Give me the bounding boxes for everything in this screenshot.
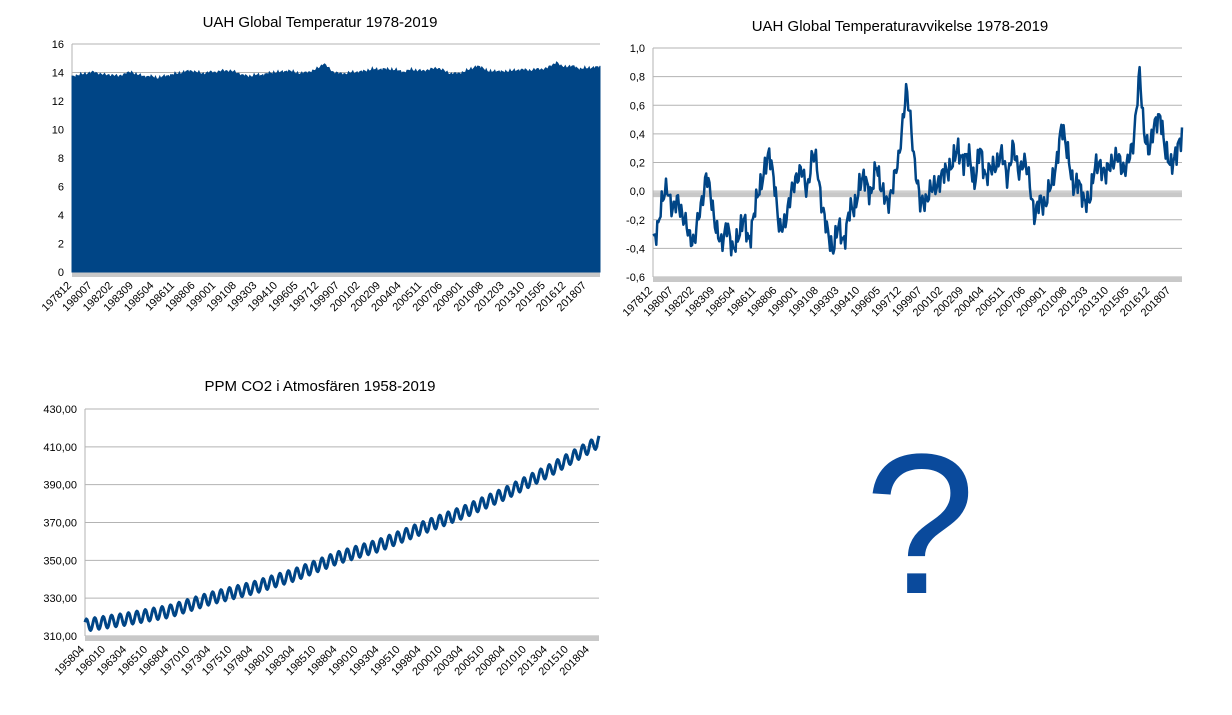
x-axis-band bbox=[72, 272, 600, 277]
y-tick-label: 0,6 bbox=[630, 100, 645, 112]
y-tick-label: 0,8 bbox=[630, 72, 645, 84]
series bbox=[652, 65, 1184, 257]
y-tick-label: 430,00 bbox=[43, 404, 77, 416]
y-tick-label: 6 bbox=[58, 182, 64, 194]
chart-canvas: 0 2 4 6 8 10 12 14 16 197812198007198202198309198… bbox=[40, 39, 601, 314]
y-tick-label: 12 bbox=[52, 96, 64, 108]
x-axis: 1978121980071982021983091985041986111988… bbox=[621, 285, 1174, 320]
y-tick-label: 0,4 bbox=[630, 129, 645, 141]
y-tick-label: 350,00 bbox=[43, 555, 77, 567]
area-series bbox=[71, 61, 601, 273]
y-tick-label: -0,4 bbox=[626, 243, 645, 255]
series bbox=[71, 61, 601, 273]
x-axis: 1958041960101963041965101968041970101973… bbox=[53, 644, 592, 679]
line-series bbox=[83, 435, 601, 632]
y-axis: 0 2 4 6 8 10 12 14 16 bbox=[52, 39, 64, 279]
y-tick-label: 0,0 bbox=[630, 186, 645, 198]
series bbox=[83, 435, 601, 632]
y-tick-label: 390,00 bbox=[43, 480, 77, 492]
y-axis: -0,6 -0,4 -0,2 0,0 0,2 0,4 0,6 0,8 1,0 bbox=[626, 43, 645, 284]
y-tick-label: 0 bbox=[58, 267, 64, 279]
y-tick-label: 4 bbox=[58, 210, 64, 222]
y-tick-label: -0,6 bbox=[626, 272, 645, 284]
chart-title: UAH Global Temperatur 1978-2019 bbox=[202, 14, 438, 31]
y-tick-label: 14 bbox=[52, 68, 64, 80]
zero-band bbox=[653, 192, 1182, 198]
x-axis-band bbox=[653, 277, 1182, 282]
y-tick-label: 16 bbox=[52, 39, 64, 51]
y-tick-label: 370,00 bbox=[43, 518, 77, 530]
chart-canvas: 310,00 330,00 350,00 370,00 390,00 410,00 430,… bbox=[43, 404, 601, 679]
y-tick-label: 8 bbox=[58, 153, 64, 165]
x-axis-band bbox=[85, 636, 599, 641]
y-tick-label: 0,2 bbox=[630, 158, 645, 170]
y-tick-label: 10 bbox=[52, 125, 64, 137]
y-tick-label: 310,00 bbox=[43, 631, 77, 643]
y-tick-label: 330,00 bbox=[43, 593, 77, 605]
chart-canvas: -0,6 -0,4 -0,2 0,0 0,2 0,4 0,6 0,8 1,0 1978121980… bbox=[621, 43, 1184, 320]
chart-title: UAH Global Temperaturavvikelse 1978-2019 bbox=[751, 18, 1049, 35]
y-tick-label: 2 bbox=[58, 239, 64, 251]
gridlines bbox=[652, 47, 1182, 282]
x-axis: 1978121980071982021983091985041986111988… bbox=[40, 280, 589, 314]
y-axis: 310,00 330,00 350,00 370,00 390,00 410,00 430,… bbox=[43, 404, 77, 643]
question-mark: ? bbox=[864, 413, 976, 636]
y-tick-label: -0,2 bbox=[626, 215, 645, 227]
chart-title: PPM CO2 i Atmosfären 1958-2019 bbox=[204, 378, 436, 395]
y-tick-label: 410,00 bbox=[43, 442, 77, 454]
y-tick-label: 1,0 bbox=[630, 43, 645, 55]
line-series bbox=[652, 65, 1184, 257]
gridlines bbox=[84, 408, 599, 641]
